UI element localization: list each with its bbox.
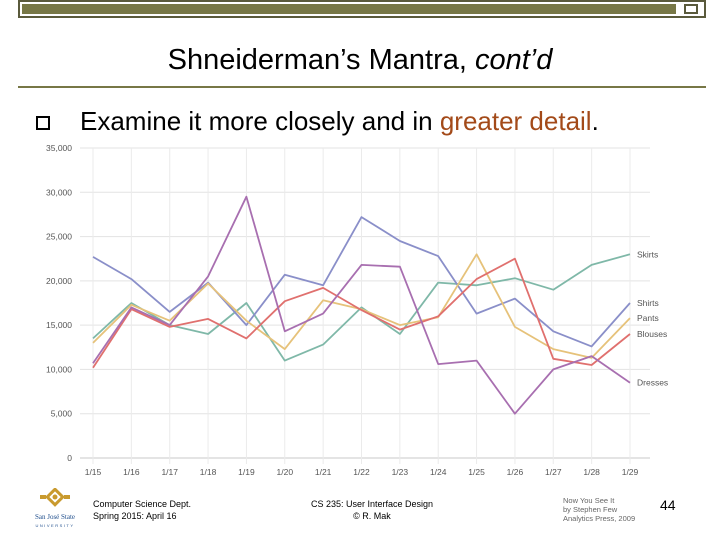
x-tick-label: 1/17 (161, 467, 178, 477)
series-line-dresses (92, 195, 631, 415)
x-tick-label: 1/22 (353, 467, 370, 477)
chart-background (40, 140, 680, 485)
footer-dept: Computer Science Dept. Spring 2015: Apri… (93, 498, 191, 522)
y-tick-label: 30,000 (46, 187, 72, 197)
footer-course-line1: CS 235: User Interface Design (310, 499, 434, 509)
chart-series (92, 195, 631, 415)
x-tick-label: 1/19 (238, 467, 255, 477)
logo-emblem-icon (40, 488, 70, 507)
book-citation: Now You See It by Stephen Few Analytics … (563, 496, 635, 523)
book-citation-line2: by Stephen Few (563, 505, 618, 514)
footer-course: CS 235: User Interface Design © R. Mak (300, 498, 444, 522)
series-line-blouses (92, 257, 631, 369)
x-tick-label: 1/21 (315, 467, 332, 477)
bullet-text-prefix: Examine it more closely and in (80, 106, 440, 136)
x-tick-label: 1/26 (507, 467, 524, 477)
legend-label-pants: Pants (637, 313, 659, 323)
bullet-square-icon (36, 116, 50, 130)
chart-gridlines (80, 147, 650, 464)
series-line-skirts (92, 253, 631, 362)
footer-dept-line2: Spring 2015: April 16 (93, 511, 177, 521)
footer-course-line2: © R. Mak (353, 511, 391, 521)
bullet-text-suffix: . (591, 106, 599, 136)
title-divider (18, 86, 706, 88)
x-tick-label: 1/29 (622, 467, 639, 477)
x-tick-label: 1/24 (430, 467, 447, 477)
y-tick-label: 20,000 (46, 276, 72, 286)
x-tick-label: 1/27 (545, 467, 562, 477)
y-tick-label: 10,000 (46, 364, 72, 374)
series-line-shirts (92, 216, 631, 348)
slide-title-italic: cont’d (474, 44, 553, 76)
chart-y-axis: 0 5,000 10,000 15,000 20,000 25,000 30,000 35,0… (46, 143, 72, 463)
logo-text-main: San José State (35, 513, 75, 521)
university-logo: San José State UNIVERSITY (35, 488, 75, 528)
logo-text-sub: UNIVERSITY (35, 523, 74, 528)
x-tick-label: 1/28 (583, 467, 600, 477)
y-tick-label: 25,000 (46, 232, 72, 242)
x-tick-label: 1/25 (468, 467, 485, 477)
x-tick-label: 1/23 (392, 467, 409, 477)
title-bar-fill (22, 4, 676, 14)
legend-label-shirts: Shirts (637, 298, 659, 308)
bullet-text-highlight: greater detail (439, 106, 592, 136)
title-bar-decoration (18, 0, 706, 18)
line-chart: 0 5,000 10,000 15,000 20,000 25,000 30,000 35,0… (40, 140, 680, 485)
page-number: 44 (660, 497, 676, 513)
x-tick-label: 1/15 (85, 467, 102, 477)
x-tick-label: 1/20 (277, 467, 294, 477)
book-citation-line3: Analytics Press, 2009 (563, 514, 636, 523)
slide-title-main: Shneiderman’s Mantra, (167, 44, 475, 76)
x-tick-label: 1/18 (200, 467, 217, 477)
legend-label-blouses: Blouses (637, 329, 667, 339)
chart-x-axis: 1/15 1/16 1/17 1/18 1/19 1/20 1/21 1/22 1/23 1/24… (85, 467, 639, 477)
bullet-text: Examine it more closely and in greater d… (80, 106, 599, 137)
chart-legend: Skirts Shirts Pants Blouses Dresses (637, 249, 668, 387)
y-tick-label: 0 (67, 453, 72, 463)
footer-dept-line1: Computer Science Dept. (93, 499, 192, 509)
y-tick-label: 15,000 (46, 320, 72, 330)
x-tick-label: 1/16 (123, 467, 140, 477)
y-tick-label: 35,000 (46, 143, 72, 153)
book-citation-line1: Now You See It (563, 496, 615, 505)
legend-label-skirts: Skirts (637, 249, 658, 259)
slide-title: Shneiderman’s Mantra, cont’d (0, 44, 720, 77)
legend-label-dresses: Dresses (637, 378, 668, 388)
title-bar-corner-box (684, 4, 698, 14)
y-tick-label: 5,000 (51, 409, 73, 419)
